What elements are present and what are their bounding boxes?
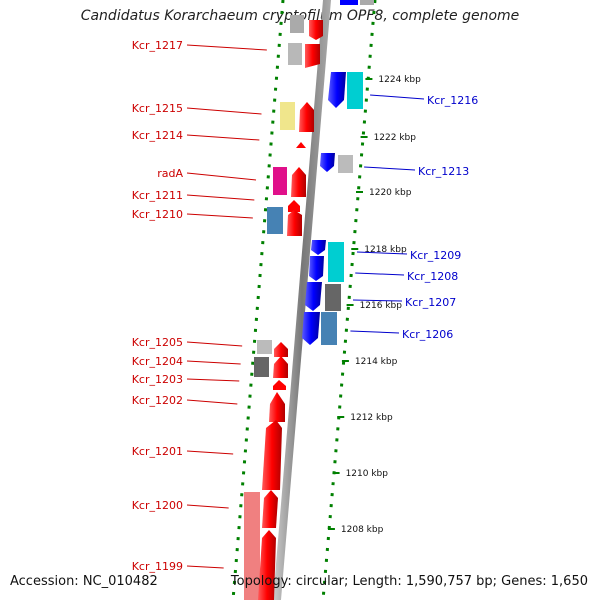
tick-label: 1218 kbp [364, 245, 407, 255]
gene-grey [338, 155, 353, 173]
leader-line [186, 213, 253, 219]
gene-grey [257, 340, 272, 354]
leader-line [370, 94, 425, 100]
right-gene-labels: Kcr_1216 Kcr_1213 Kcr_1209 Kcr_1208 Kcr_1207… [350, 94, 478, 341]
gene-arrow [311, 240, 326, 255]
gene-label[interactable]: Kcr_1209 [410, 249, 461, 262]
tick-label: 1208 kbp [341, 525, 384, 535]
gene-label[interactable]: radA [157, 167, 183, 180]
leader-line [186, 399, 238, 405]
gene-label[interactable]: Kcr_1216 [427, 94, 478, 107]
gene-arrow [274, 342, 288, 357]
gene-steelblue [321, 312, 337, 345]
gene-label[interactable]: Kcr_1208 [407, 270, 458, 283]
forward-genes [244, 15, 323, 600]
ring-right-dotted [321, 0, 377, 600]
tick-label: 1216 kbp [360, 301, 403, 311]
topology-text: Topology: circular; Length: 1,590,757 bp… [230, 574, 588, 589]
gene-label[interactable]: Kcr_1217 [132, 39, 183, 52]
gene-label[interactable]: Kcr_1211 [132, 189, 183, 202]
gene-label[interactable]: Kcr_1205 [132, 336, 183, 349]
gene-label[interactable]: Kcr_1202 [132, 394, 183, 407]
leader-line [186, 450, 234, 455]
gene-label[interactable]: Kcr_1215 [132, 102, 183, 115]
leader-line [356, 251, 408, 255]
gene-arrow [273, 380, 286, 390]
leader-line [186, 107, 262, 115]
gene-arrow [320, 153, 335, 172]
leader-line [352, 299, 403, 302]
gene-darkgrey [325, 284, 341, 311]
gene-arrow [309, 20, 323, 40]
gene-arrow [269, 392, 285, 422]
tick-label: 1222 kbp [374, 133, 417, 143]
leader-line [350, 330, 400, 334]
left-gene-labels: Kcr_1217 Kcr_1215 Kcr_1214 radA Kcr_1211 Kcr_… [132, 39, 267, 573]
genome-backbone [273, 0, 331, 600]
leader-line [186, 565, 224, 569]
ring-left-dotted [231, 0, 285, 600]
gene-arrow [258, 530, 276, 600]
tick-label: 1224 kbp [378, 75, 421, 85]
leader-line [186, 378, 240, 382]
gene-label[interactable]: Kcr_1203 [132, 373, 183, 386]
leader-line [355, 272, 405, 276]
gene-label[interactable]: Kcr_1213 [418, 165, 469, 178]
gene-label[interactable]: Kcr_1210 [132, 208, 183, 221]
gene-arrow [299, 102, 314, 132]
gene-label[interactable]: Kcr_1207 [405, 296, 456, 309]
tick-label: 1214 kbp [355, 357, 398, 367]
gene-arrow [287, 210, 302, 236]
gene-arrow [328, 72, 346, 108]
gene-arrow [262, 490, 278, 528]
leader-line [186, 504, 229, 509]
gene-yellow [280, 102, 295, 130]
leader-line [364, 166, 416, 171]
leader-line [186, 134, 260, 141]
gene-label[interactable]: Kcr_1204 [132, 355, 183, 368]
gene-grey-top [340, 0, 358, 5]
gene-label[interactable]: Kcr_1199 [132, 560, 183, 573]
tick-label: 1210 kbp [346, 469, 389, 479]
accession-text: Accession: NC_010482 [10, 574, 158, 589]
gene-arrow [291, 167, 306, 197]
gene-arrow [296, 142, 306, 148]
gene-arrow [309, 256, 324, 281]
leader-line [186, 172, 257, 181]
gene-label[interactable]: Kcr_1200 [132, 499, 183, 512]
gene-pink [244, 492, 260, 600]
leader-line [186, 44, 267, 51]
gene-label[interactable]: Kcr_1206 [402, 328, 453, 341]
gene-grey [290, 15, 304, 33]
gene-arrow [305, 44, 320, 68]
gene-label[interactable]: Kcr_1201 [132, 445, 183, 458]
leader-line [186, 341, 243, 347]
leader-line [186, 194, 255, 201]
gene-steelblue [267, 207, 283, 234]
gene-darkgrey [254, 357, 269, 377]
scale-ticks: 1224 kbp 1222 kbp 1220 kbp 1218 kbp 1216 kbp… [327, 75, 421, 535]
gene-arrow [262, 420, 282, 490]
gene-arrow [273, 356, 288, 378]
gene-grey-top [360, 0, 374, 5]
gene-arrow [302, 312, 320, 345]
gene-arrow [288, 200, 300, 212]
leader-line [186, 360, 241, 365]
tick-label: 1212 kbp [350, 413, 393, 423]
gene-magenta [273, 167, 287, 195]
gene-label[interactable]: Kcr_1214 [132, 129, 183, 142]
gene-grey [288, 43, 302, 65]
gene-cyan [328, 242, 344, 282]
gene-cyan [347, 72, 363, 109]
reverse-genes [302, 0, 374, 345]
tick-label: 1220 kbp [369, 188, 412, 198]
gene-arrow [305, 282, 322, 311]
